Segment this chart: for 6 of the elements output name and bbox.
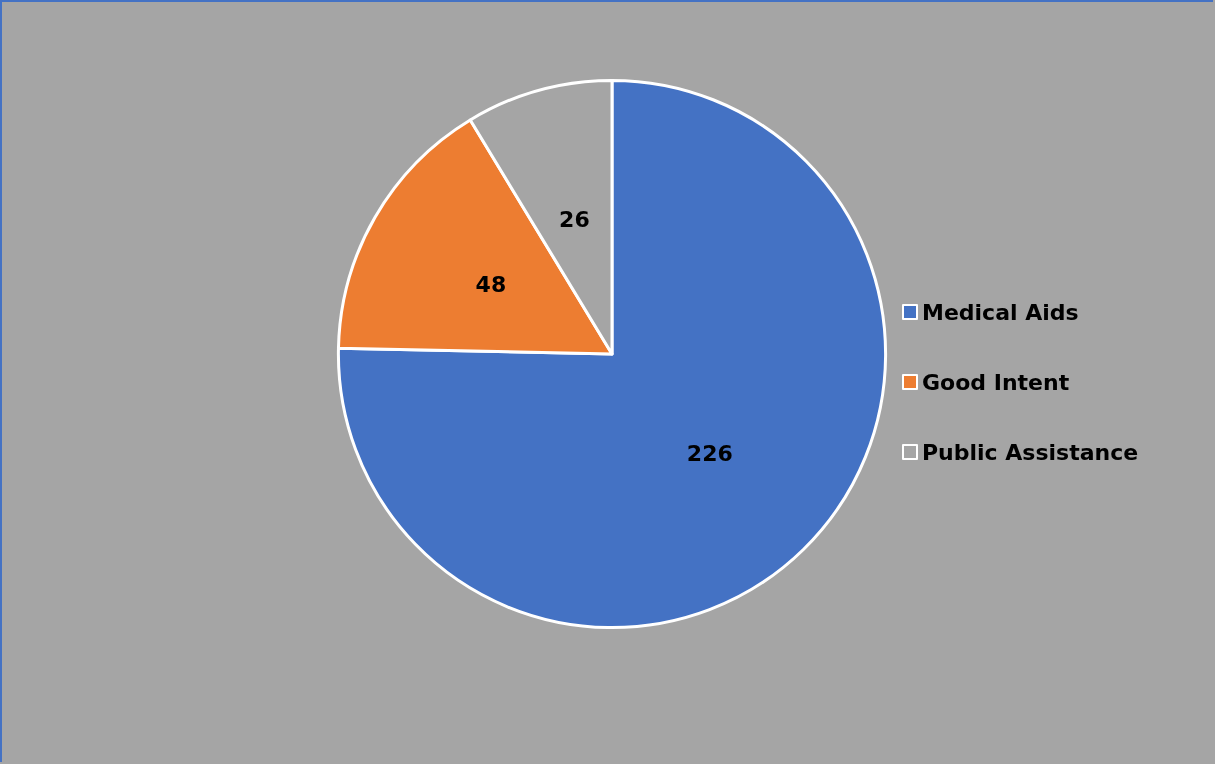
legend-label: Medical Aids xyxy=(922,299,1079,325)
data-label: 48 xyxy=(475,271,507,297)
legend-label: Good Intent xyxy=(922,369,1070,395)
data-label: 26 xyxy=(559,206,590,232)
legend-label: Public Assistance xyxy=(922,439,1139,465)
data-label: 226 xyxy=(686,441,733,467)
